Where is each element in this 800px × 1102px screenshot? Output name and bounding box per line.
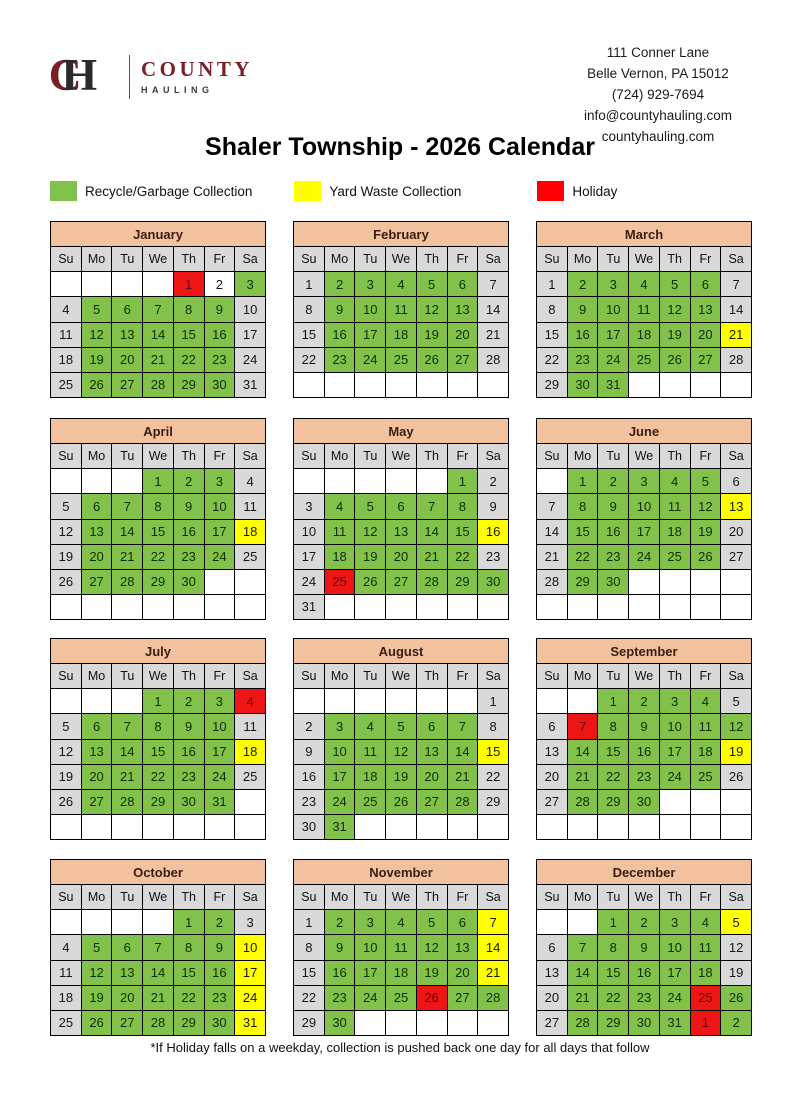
svg-text:H: H [61,55,97,99]
